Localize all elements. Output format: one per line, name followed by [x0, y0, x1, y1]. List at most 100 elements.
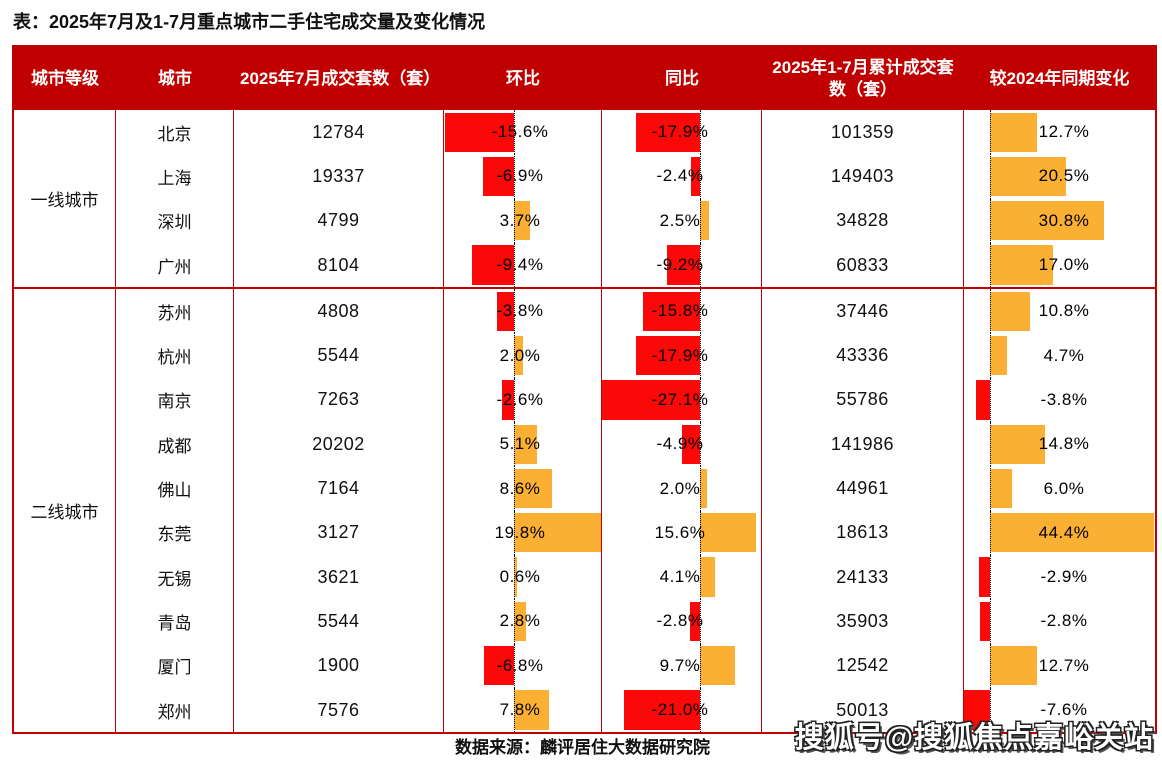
mom-pct-value: 2.8%	[499, 611, 541, 631]
city-cell-text: 佛山	[157, 481, 192, 501]
city-cell: 佛山	[116, 466, 234, 511]
vs2024-pct: -2.8%	[964, 599, 1155, 644]
vs2024-pct-bar	[990, 156, 1066, 197]
vs2024-pct-bar	[990, 112, 1037, 152]
mom-pct-value: -6.8%	[496, 655, 544, 675]
cum-units-cell-text: 50013	[836, 699, 889, 720]
jul-units-cell-text: 3127	[317, 522, 360, 543]
vs2024-pct-value: 6.0%	[1043, 478, 1085, 498]
jul-units-cell: 20202	[234, 422, 444, 467]
table-row: 南京 7263 -2.6% -27.1% 55786 -3.8%	[116, 377, 1155, 423]
mom-pct-bar	[514, 335, 523, 376]
data-source-note: 数据来源：麟评居住大数据研究院	[455, 738, 710, 757]
yoy-pct-bar	[666, 245, 700, 285]
vs2024-pct-baseline	[990, 510, 991, 555]
yoy-pct-baseline	[700, 242, 701, 288]
jul-units-cell: 19337	[234, 154, 444, 199]
yoy-pct-baseline	[700, 687, 701, 733]
header-jul-units: 2025年7月成交套数（套）	[240, 68, 441, 88]
mom-pct-baseline	[514, 510, 515, 555]
tier-rows: 苏州 4808 -3.8% -15.8% 37446 10.8% 杭州 5544 2.0% -17…	[116, 289, 1155, 733]
header-yoy: 同比	[665, 68, 699, 88]
vs2024-pct-value: -2.9%	[1040, 567, 1088, 587]
mom-pct-bar	[483, 646, 514, 686]
table-row: 深圳 4799 3.7% 2.5% 34828 30.8%	[116, 198, 1155, 243]
yoy-pct-bar	[635, 335, 700, 376]
jul-units-cell: 1900	[234, 643, 444, 688]
mom-pct-baseline	[514, 466, 515, 511]
table-row: 郑州 7576 7.8% -21.0% 50013 -7.6%	[116, 687, 1155, 733]
vs2024-pct-value: 10.8%	[1038, 301, 1090, 321]
mom-pct-value: -6.9%	[496, 166, 544, 186]
mom-pct: 0.6%	[444, 554, 602, 600]
mom-pct-baseline	[514, 198, 515, 243]
jul-units-cell-text: 12784	[312, 121, 365, 142]
vs2024-pct-bar	[990, 245, 1053, 285]
jul-units-cell: 8104	[234, 242, 444, 288]
yoy-pct-bar	[700, 513, 757, 553]
vs2024-pct-baseline	[990, 377, 991, 423]
yoy-pct-baseline	[700, 154, 701, 199]
mom-pct-bar	[514, 601, 527, 642]
mom-pct-baseline	[514, 643, 515, 688]
mom-pct-value: -2.6%	[496, 389, 544, 409]
mom-pct: 19.8%	[444, 510, 602, 555]
yoy-pct-bar	[643, 291, 700, 331]
cum-units-cell: 149403	[762, 154, 964, 199]
yoy-pct-bar	[700, 468, 708, 509]
yoy-pct: 2.5%	[602, 198, 762, 243]
yoy-pct: -2.8%	[602, 599, 762, 644]
yoy-pct: -9.2%	[602, 242, 762, 288]
vs2024-pct-value: 12.7%	[1038, 122, 1090, 142]
cum-units-cell-text: 18613	[836, 522, 889, 543]
yoy-pct-baseline	[700, 422, 701, 467]
mom-pct-bar	[483, 156, 514, 197]
yoy-pct-value: -15.8%	[651, 301, 709, 321]
cum-units-cell-text: 60833	[836, 254, 889, 275]
jul-units-cell-text: 4808	[317, 300, 360, 321]
watermark: 搜狐号@搜狐焦点嘉峪关站	[794, 722, 1154, 754]
mom-pct-bar	[514, 468, 553, 509]
yoy-pct: -15.8%	[602, 289, 762, 334]
vs2024-pct-baseline	[990, 333, 991, 378]
jul-units-cell-text: 4799	[317, 210, 360, 231]
vs2024-pct: 14.8%	[964, 422, 1155, 467]
mom-pct-baseline	[514, 333, 515, 378]
mom-pct: -9.4%	[444, 242, 602, 288]
yoy-pct-value: 9.7%	[659, 655, 701, 675]
table-row: 北京 12784 -15.6% -17.9% 101359 12.7%	[116, 110, 1155, 155]
table-row: 杭州 5544 2.0% -17.9% 43336 4.7%	[116, 333, 1155, 378]
vs2024-pct-value: -3.8%	[1040, 389, 1088, 409]
header-cum-units: 2025年1-7月累计成交套数（套）	[772, 58, 954, 99]
mom-pct: 2.8%	[444, 599, 602, 644]
vs2024-pct-value: 30.8%	[1038, 210, 1090, 230]
mom-pct-baseline	[514, 154, 515, 199]
yoy-pct-bar	[691, 156, 700, 197]
city-cell-text: 厦门	[157, 658, 192, 678]
vs2024-pct-value: 12.7%	[1038, 655, 1090, 675]
mom-pct-baseline	[514, 687, 515, 733]
city-cell: 北京	[116, 110, 234, 155]
yoy-pct-baseline	[700, 377, 701, 423]
vs2024-pct-baseline	[990, 599, 991, 644]
vs2024-pct-baseline	[990, 154, 991, 199]
cum-units-cell-text: 24133	[836, 566, 889, 587]
table-row: 成都 20202 5.1% -4.9% 141986 14.8%	[116, 422, 1155, 467]
table-body: 一线城市 北京 12784 -15.6% -17.9% 101359 12.7% 上海 1933…	[14, 110, 1155, 733]
cum-units-cell-text: 44961	[836, 478, 889, 499]
city-cell: 东莞	[116, 510, 234, 555]
mom-pct-baseline	[514, 599, 515, 644]
mom-pct-value: 7.8%	[499, 700, 541, 719]
yoy-pct-baseline	[700, 198, 701, 243]
cum-units-cell-text: 149403	[830, 165, 895, 186]
vs2024-pct-bar	[990, 201, 1104, 241]
yoy-pct: -2.4%	[602, 154, 762, 199]
yoy-pct-baseline	[700, 643, 701, 688]
yoy-pct: -21.0%	[602, 687, 762, 733]
mom-pct: 2.0%	[444, 333, 602, 378]
mom-pct-bar	[514, 201, 531, 241]
mom-pct-bar	[514, 690, 549, 730]
yoy-pct-value: -4.9%	[656, 434, 704, 454]
mom-pct-bar	[514, 557, 517, 597]
mom-pct-baseline	[514, 289, 515, 334]
